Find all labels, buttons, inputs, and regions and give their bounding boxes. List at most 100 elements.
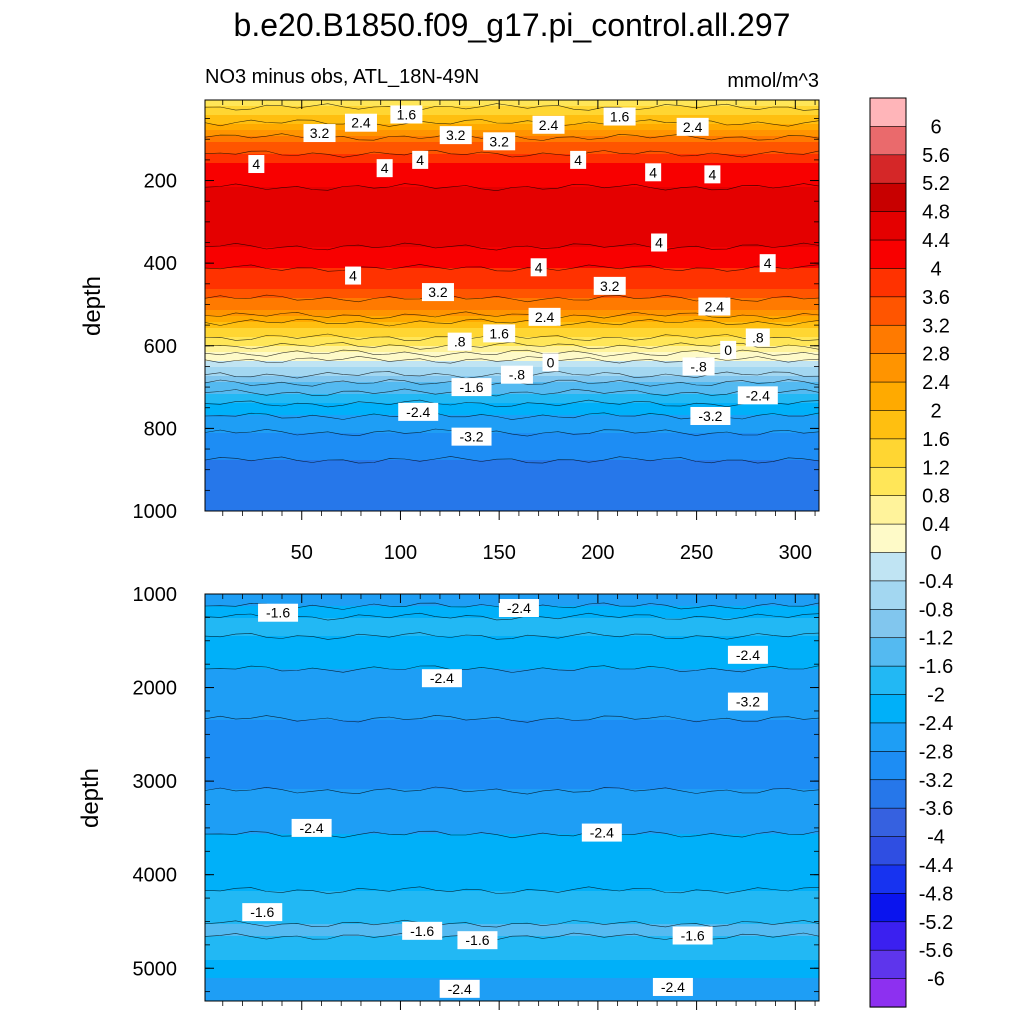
contour-line (205, 388, 819, 397)
contour-band (205, 666, 819, 670)
contour-band (205, 115, 819, 119)
colorbar-level-label: 5.6 (922, 145, 950, 167)
colorbar-level-label: 4.4 (922, 230, 950, 252)
contour-line (205, 119, 819, 127)
contour-label-text: -2.4 (661, 979, 685, 995)
contour-band (205, 208, 819, 212)
contour-band (205, 750, 819, 754)
contour-label-box (651, 233, 668, 252)
contour-band (205, 481, 819, 485)
contour-band (205, 927, 819, 931)
contour-band (205, 424, 819, 428)
contour-band (205, 786, 819, 790)
contour-band (205, 960, 819, 964)
contour-label-text: 1.6 (397, 106, 417, 122)
contour-band (205, 972, 819, 976)
contour-band (205, 963, 819, 967)
contour-label-text: -1.6 (250, 904, 274, 920)
colorbar-level-label: -4 (927, 827, 945, 849)
contour-label-text: 4 (381, 160, 389, 176)
contour-label: -1.6 (451, 378, 492, 397)
contour-band (205, 903, 819, 907)
colorbar-level-label: 4.8 (922, 202, 950, 224)
contour-band (205, 304, 819, 308)
y-tick-label: 4000 (133, 865, 178, 887)
contour-band (205, 618, 819, 622)
contour-band (205, 810, 819, 814)
contour-line (205, 428, 819, 437)
contour-label: -1.6 (258, 603, 299, 622)
contour-band (205, 987, 819, 991)
contour-label: 3.2 (439, 126, 472, 145)
contour-label: -3.2 (727, 692, 768, 711)
colorbar-level-label: 1.2 (922, 457, 950, 479)
contour-band (205, 397, 819, 401)
contour-band (205, 675, 819, 679)
contour-band (205, 672, 819, 676)
contour-band (205, 169, 819, 173)
contour-band (205, 654, 819, 658)
contour-label: 4 (530, 258, 547, 277)
colorbar-swatch (869, 665, 907, 696)
contour-band (205, 274, 819, 278)
colorbar-level-label: 3.2 (922, 315, 950, 337)
contour-label: -2.4 (581, 823, 622, 842)
contour-band (205, 100, 819, 104)
contour-line (205, 665, 819, 673)
contour-band (205, 696, 819, 700)
contour-label-text: 4 (252, 156, 260, 172)
contour-band (205, 283, 819, 287)
contour-band (205, 717, 819, 721)
contour-label: 2.4 (528, 307, 561, 326)
y-tick-label: 2000 (133, 678, 178, 700)
contour-band (205, 642, 819, 646)
contour-band (205, 463, 819, 467)
contour-label-box (652, 977, 693, 996)
colorbar-level-label: 2 (930, 400, 941, 422)
contour-band (205, 714, 819, 718)
contour-band (205, 259, 819, 263)
contour-label-box (421, 669, 462, 688)
contour-band (205, 855, 819, 859)
y-tick-label: 1000 (133, 501, 178, 523)
contour-label: 2.4 (532, 115, 565, 134)
contour-band (205, 466, 819, 470)
contour-band (205, 289, 819, 293)
contour-band (205, 436, 819, 440)
contour-band (205, 316, 819, 320)
contour-label-box (344, 113, 377, 132)
contour-band (205, 759, 819, 763)
contour-label-box (720, 340, 737, 359)
colorbar-level-label: -5.2 (919, 912, 953, 934)
contour-label-box (451, 378, 492, 397)
contour-band (205, 837, 819, 841)
contour-line (205, 355, 819, 364)
contour-band (205, 858, 819, 862)
contour-band (205, 783, 819, 787)
contour-label-text: 3.2 (600, 278, 620, 294)
colorbar: 6 5.6 5.2 4.8 4.4 4 3.6 3.2 2.8 2.4 2 1.6 1.2 0.8 0.4 0… (869, 97, 953, 1008)
contour-band (205, 448, 819, 452)
contour-band (205, 978, 819, 982)
contour-band (205, 301, 819, 305)
y-tick-label: 400 (144, 253, 177, 275)
contour-band (205, 702, 819, 706)
contour-band (205, 157, 819, 161)
colorbar-swatch (869, 694, 907, 724)
contour-band (205, 678, 819, 682)
contour-band (205, 999, 819, 1001)
contour-label: 2.4 (698, 297, 731, 316)
contour-band (205, 894, 819, 898)
contour-band (205, 954, 819, 958)
contour-label-box (303, 124, 336, 143)
contour-band (205, 639, 819, 643)
contour-band (205, 882, 819, 886)
contour-band (205, 187, 819, 191)
contour-band (205, 792, 819, 796)
contour-band (205, 663, 819, 667)
contour-label-box (457, 931, 498, 950)
contour-band (205, 427, 819, 431)
contour-label-box (498, 599, 539, 618)
contour-band (205, 454, 819, 458)
colorbar-level-label: 0.8 (922, 486, 950, 508)
